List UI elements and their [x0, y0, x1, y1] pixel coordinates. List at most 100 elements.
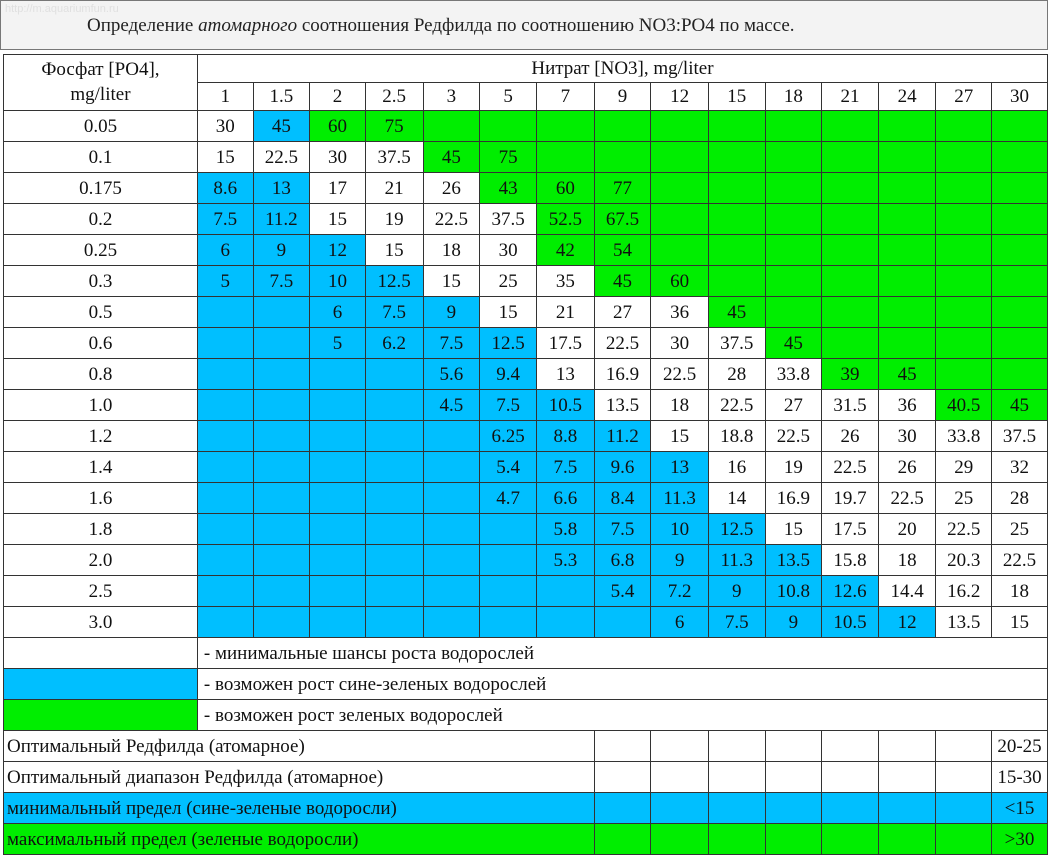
phosphate-value: 0.25 — [3, 234, 198, 266]
ratio-cell — [479, 606, 537, 638]
ratio-cell — [364, 389, 424, 421]
ratio-cell — [196, 482, 254, 514]
table-row: 2.5 5.4 7.2 9 10.8 12.6 14.4 16.2 18 — [3, 575, 1048, 607]
ratio-cell — [196, 389, 254, 421]
ratio-cell: 4.5 — [422, 389, 481, 421]
table-row: 2.0 5.3 6.8 9 11.3 13.5 15.8 18 20.3 22.5 — [3, 544, 1048, 576]
ratio-cell: 10 — [650, 513, 709, 545]
ratio-cell: 15 — [364, 234, 424, 266]
ratio-cell — [309, 482, 366, 514]
title-bar: http://m.aquariumfun.ru Определение атом… — [0, 0, 1048, 50]
ratio-cell: 22.5 — [877, 482, 937, 514]
ratio-cell — [935, 172, 993, 204]
summary-empty-cell — [877, 823, 937, 855]
ratio-cell: 20.3 — [935, 544, 993, 576]
ratio-cell — [877, 110, 937, 142]
ratio-cell: 10 — [309, 265, 366, 297]
ratio-cell: 26 — [821, 420, 879, 452]
ratio-cell: 4.7 — [479, 482, 537, 514]
nitrate-value: 27 — [935, 82, 993, 111]
nitrate-value: 12 — [650, 82, 709, 111]
ratio-cell: 12.5 — [707, 513, 766, 545]
ratio-cell: 12.5 — [364, 265, 424, 297]
ratio-cell: 36 — [650, 296, 709, 328]
ratio-cell: 12.5 — [479, 327, 537, 359]
ratio-cell — [422, 110, 481, 142]
nitrate-value: 3 — [422, 82, 481, 111]
ratio-cell: 21 — [535, 296, 595, 328]
phosphate-value: 1.2 — [3, 420, 198, 452]
ratio-cell — [422, 482, 481, 514]
ratio-cell: 8.8 — [535, 420, 595, 452]
ratio-cell: 36 — [877, 389, 937, 421]
nitrate-value: 2 — [309, 82, 366, 111]
ratio-cell: 45 — [593, 265, 652, 297]
nitrate-value: 24 — [877, 82, 937, 111]
ratio-cell: 6.2 — [364, 327, 424, 359]
ratio-cell: 6.6 — [535, 482, 595, 514]
phosphate-value: 0.8 — [3, 358, 198, 390]
ratio-cell: 18 — [650, 389, 709, 421]
phosphate-value: 0.3 — [3, 265, 198, 297]
ratio-cell — [309, 420, 366, 452]
summary-row: Оптимальный Редфилда (атомарное) 20-25 — [3, 730, 1048, 762]
ratio-cell — [252, 389, 311, 421]
ratio-cell — [422, 606, 481, 638]
ratio-cell: 11.3 — [650, 482, 709, 514]
table-row: 0.25 6 9 12 15 18 30 42 54 — [3, 234, 1048, 266]
ratio-cell: 30 — [196, 110, 254, 142]
ratio-cell: 12.6 — [821, 575, 879, 607]
ratio-cell: 5.8 — [535, 513, 595, 545]
summary-empty-cell — [593, 730, 652, 762]
summary-empty-cell — [877, 761, 937, 793]
ratio-cell — [252, 451, 311, 483]
summary-empty-cell — [707, 761, 766, 793]
ratio-cell: 7.2 — [650, 575, 709, 607]
legend-text: - возможен рост сине-зеленых водорослей — [196, 668, 1048, 700]
ratio-cell: 5.3 — [535, 544, 595, 576]
ratio-cell: 60 — [650, 265, 709, 297]
ratio-cell: 33.8 — [935, 420, 993, 452]
summary-label: Оптимальный диапазон Редфилда (атомарное… — [3, 761, 595, 793]
ratio-cell: 22.5 — [764, 420, 823, 452]
ratio-cell: 30 — [479, 234, 537, 266]
phosphate-value: 3.0 — [3, 606, 198, 638]
phosphate-value: 0.2 — [3, 203, 198, 235]
ratio-cell — [650, 172, 709, 204]
ratio-cell: 5.4 — [479, 451, 537, 483]
page-title: Определение атомарного соотношения Редфи… — [87, 15, 795, 37]
nitrate-value: 18 — [764, 82, 823, 111]
summary-empty-cell — [593, 761, 652, 793]
legend-row: - возможен рост сине-зеленых водорослей — [3, 668, 1048, 700]
ratio-cell — [935, 296, 993, 328]
ratio-cell — [764, 172, 823, 204]
ratio-cell — [821, 327, 879, 359]
ratio-cell: 33.8 — [764, 358, 823, 390]
ratio-cell: 75 — [364, 110, 424, 142]
ratio-cell: 16.2 — [935, 575, 993, 607]
ratio-cell: 10.5 — [821, 606, 879, 638]
summary-row: максимальный предел (зеленые водоросли) >… — [3, 823, 1048, 855]
ratio-cell — [707, 141, 766, 173]
ratio-cell: 29 — [935, 451, 993, 483]
watermark: http://m.aquariumfun.ru — [5, 3, 119, 15]
summary-empty-cell — [821, 730, 879, 762]
ratio-cell — [252, 544, 311, 576]
ratio-cell: 9.6 — [593, 451, 652, 483]
ratio-cell — [196, 606, 254, 638]
ratio-cell: 43 — [479, 172, 537, 204]
ratio-cell: 15.8 — [821, 544, 879, 576]
ratio-cell — [364, 513, 424, 545]
summary-empty-cell — [877, 730, 937, 762]
summary-empty-cell — [935, 823, 993, 855]
ratio-cell: 8.6 — [196, 172, 254, 204]
ratio-cell — [991, 358, 1048, 390]
ratio-cell — [821, 203, 879, 235]
ratio-cell: 45 — [764, 327, 823, 359]
ratio-cell — [422, 575, 481, 607]
ratio-cell: 77 — [593, 172, 652, 204]
ratio-cell — [821, 296, 879, 328]
ratio-cell: 14 — [707, 482, 766, 514]
nitrate-header: Нитрат [NO3], mg/liter — [196, 54, 1048, 83]
ratio-cell — [593, 606, 652, 638]
